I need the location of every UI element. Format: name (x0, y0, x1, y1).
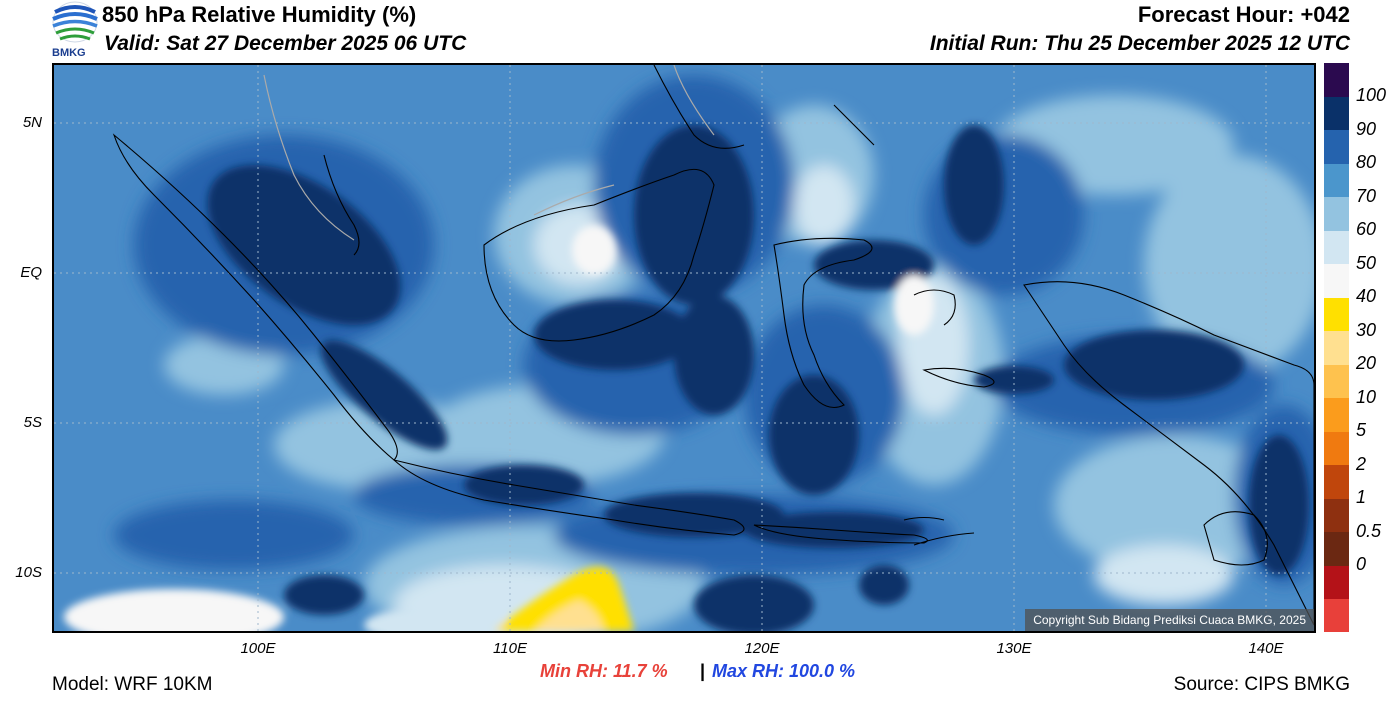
lon-label-100e: 100E (240, 640, 276, 657)
colorbar-segment (1324, 498, 1349, 533)
copyright-notice: Copyright Sub Bidang Prediksi Cuaca BMKG… (1025, 609, 1314, 631)
model-info: Model: WRF 10KM (52, 674, 213, 695)
colorbar-label: 1 (1356, 487, 1367, 508)
initial-run: Initial Run: Thu 25 December 2025 12 UTC (929, 32, 1350, 55)
colorbar-segment (1324, 163, 1349, 198)
colorbar-segment (1324, 297, 1349, 332)
bmkg-logo-icon (50, 0, 100, 60)
lat-label-10s: 10S (15, 564, 42, 581)
colorbar-segment (1324, 531, 1349, 566)
colorbar-label: 5 (1356, 420, 1367, 441)
colorbar-label: 20 (1356, 353, 1377, 374)
colorbar-segment (1324, 598, 1349, 633)
colorbar-label: 50 (1356, 252, 1377, 273)
colorbar-label: 60 (1356, 219, 1377, 240)
colorbar (1324, 63, 1349, 633)
min-rh: Min RH: 11.7 % (540, 661, 668, 681)
colorbar-label: 40 (1356, 286, 1377, 307)
lon-label-120e: 120E (744, 640, 780, 657)
logo-text: BMKG (52, 47, 86, 59)
colorbar-label: 0 (1356, 554, 1367, 575)
colorbar-segment (1324, 431, 1349, 466)
humidity-map (52, 63, 1316, 633)
colorbar-segment (1324, 364, 1349, 399)
lat-label-5s: 5S (23, 414, 42, 431)
max-rh: Max RH: 100.0 % (712, 661, 856, 681)
colorbar-label: 0.5 (1356, 520, 1382, 541)
colorbar-segment (1324, 96, 1349, 131)
valid-time: Valid: Sat 27 December 2025 06 UTC (104, 32, 467, 55)
colorbar-label: 70 (1356, 185, 1377, 206)
colorbar-segment (1324, 330, 1349, 365)
lon-label-130e: 130E (996, 640, 1032, 657)
rh-separator: | (700, 661, 706, 681)
lat-label-eq: EQ (20, 264, 42, 281)
colorbar-segment (1324, 63, 1349, 97)
colorbar-segment (1324, 263, 1349, 298)
chart-title: 850 hPa Relative Humidity (%) (102, 2, 417, 27)
colorbar-label: 90 (1356, 118, 1377, 139)
source-info: Source: CIPS BMKG (1173, 674, 1350, 695)
colorbar-segment (1324, 565, 1349, 600)
colorbar-label: 2 (1356, 453, 1367, 474)
colorbar-segment (1324, 397, 1349, 432)
coastlines (112, 65, 1314, 626)
colorbar-label: 80 (1356, 152, 1377, 173)
colorbar-segment (1324, 129, 1349, 164)
colorbar-segment (1324, 230, 1349, 265)
colorbar-label: 30 (1356, 319, 1377, 340)
colorbar-label: 100 (1356, 85, 1387, 106)
colorbar-segment (1324, 196, 1349, 231)
colorbar-segment (1324, 464, 1349, 499)
lat-label-5n: 5N (22, 114, 42, 131)
colorbar-label: 10 (1356, 386, 1377, 407)
lon-label-140e: 140E (1248, 640, 1284, 657)
forecast-hour: Forecast Hour: +042 (1137, 2, 1350, 27)
lon-label-110e: 110E (493, 640, 527, 657)
